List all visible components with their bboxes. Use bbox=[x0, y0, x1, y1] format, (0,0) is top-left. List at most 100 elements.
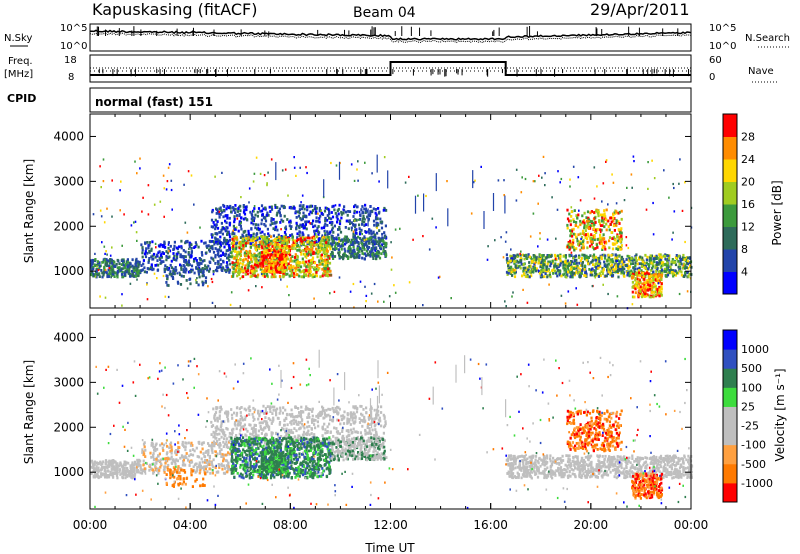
data-cell bbox=[567, 264, 570, 267]
noise-cell bbox=[399, 227, 401, 230]
noise-cell bbox=[146, 298, 149, 301]
data-cell bbox=[318, 220, 321, 224]
data-cell bbox=[141, 246, 144, 249]
data-cell bbox=[312, 236, 315, 240]
data-cell bbox=[557, 265, 560, 268]
data-cell bbox=[606, 259, 609, 263]
data-cell bbox=[266, 266, 269, 269]
data-cell bbox=[583, 223, 586, 227]
data-cell bbox=[638, 282, 641, 286]
data-cell bbox=[595, 262, 598, 265]
data-cell bbox=[655, 270, 658, 273]
noise-cell bbox=[196, 277, 198, 280]
data-cell bbox=[294, 256, 297, 259]
data-cell bbox=[349, 222, 352, 225]
data-cell bbox=[326, 233, 329, 236]
data-cell bbox=[372, 257, 375, 260]
data-cell bbox=[248, 234, 251, 238]
noise-cell bbox=[673, 186, 675, 190]
data-cell bbox=[317, 219, 320, 223]
noise-cell bbox=[211, 280, 214, 284]
data-cell bbox=[526, 266, 529, 270]
data-cell bbox=[109, 261, 112, 265]
data-cell bbox=[107, 275, 110, 278]
data-cell bbox=[360, 242, 364, 246]
data-cell bbox=[569, 239, 572, 243]
data-cell bbox=[187, 251, 190, 254]
data-cell bbox=[239, 225, 242, 228]
data-cell bbox=[568, 219, 571, 223]
data-cell bbox=[275, 243, 278, 247]
data-cell bbox=[600, 270, 603, 274]
data-cell bbox=[335, 236, 338, 240]
data-cell bbox=[521, 253, 524, 257]
data-cell bbox=[660, 293, 663, 297]
data-cell bbox=[226, 205, 229, 208]
data-cell bbox=[673, 273, 676, 276]
data-cell bbox=[274, 275, 277, 279]
data-cell bbox=[184, 267, 188, 271]
data-cell bbox=[303, 238, 306, 241]
data-cell bbox=[231, 232, 234, 236]
data-cell bbox=[261, 261, 264, 265]
data-cell bbox=[229, 206, 232, 210]
data-cell bbox=[367, 230, 370, 234]
data-cell bbox=[601, 248, 604, 251]
data-cell bbox=[533, 262, 536, 266]
data-cell bbox=[90, 264, 93, 268]
data-cell bbox=[125, 262, 128, 266]
noise-cell bbox=[370, 292, 373, 295]
noise-cell bbox=[645, 208, 648, 211]
data-cell bbox=[204, 279, 207, 283]
noise-cell bbox=[136, 278, 138, 281]
data-cell bbox=[248, 261, 251, 264]
data-cell bbox=[116, 462, 119, 465]
data-cell bbox=[587, 223, 590, 226]
data-cell bbox=[651, 264, 655, 268]
data-cell bbox=[652, 270, 655, 274]
data-cell bbox=[652, 290, 655, 294]
data-cell bbox=[289, 227, 292, 230]
noise-cell bbox=[222, 267, 225, 270]
data-cell bbox=[599, 262, 602, 265]
noise-cell bbox=[663, 169, 665, 172]
noise-cell bbox=[529, 235, 532, 238]
data-cell bbox=[116, 258, 119, 262]
data-cell bbox=[217, 250, 220, 254]
data-cell bbox=[241, 268, 244, 272]
data-cell bbox=[115, 474, 119, 477]
data-cell bbox=[339, 239, 342, 243]
data-cell bbox=[139, 471, 142, 475]
noise-cell bbox=[253, 172, 256, 175]
noise-cell bbox=[342, 208, 344, 211]
data-cell bbox=[638, 257, 641, 261]
data-cell bbox=[249, 253, 252, 257]
data-cell bbox=[177, 282, 180, 285]
data-cell bbox=[244, 273, 247, 276]
data-cell bbox=[658, 258, 661, 262]
noise-cell bbox=[102, 180, 105, 183]
noise-sky-label: N.Sky bbox=[4, 33, 32, 44]
data-cell bbox=[329, 230, 332, 234]
data-cell bbox=[278, 274, 282, 278]
noise-cell bbox=[162, 174, 165, 177]
data-cell bbox=[226, 231, 229, 234]
noise-left-tick-bottom: 10^0 bbox=[60, 41, 87, 52]
data-cell bbox=[219, 254, 223, 258]
data-cell bbox=[281, 246, 284, 249]
data-cell bbox=[246, 272, 249, 276]
data-cell bbox=[364, 237, 367, 241]
data-cell bbox=[336, 217, 339, 221]
data-cell bbox=[291, 255, 294, 258]
data-cell bbox=[118, 464, 121, 468]
noise-cell bbox=[417, 194, 419, 197]
noise-cell bbox=[612, 181, 615, 184]
data-cell bbox=[634, 264, 637, 267]
data-cell bbox=[220, 263, 223, 266]
data-cell bbox=[187, 259, 191, 263]
data-cell bbox=[195, 281, 198, 284]
data-cell bbox=[274, 240, 277, 244]
data-cell bbox=[193, 258, 196, 261]
data-cell bbox=[580, 257, 583, 260]
data-cell bbox=[144, 255, 148, 259]
